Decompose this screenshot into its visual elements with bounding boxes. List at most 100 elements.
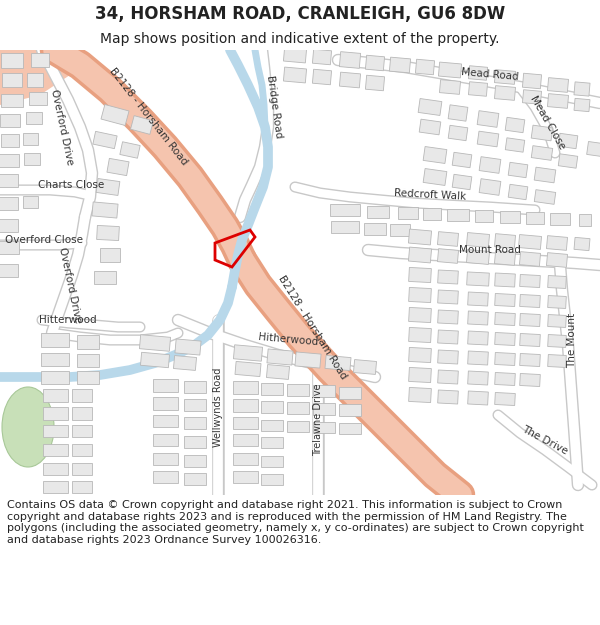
- Polygon shape: [175, 339, 201, 355]
- Bar: [339, 387, 361, 399]
- Bar: [31, 53, 49, 67]
- Polygon shape: [140, 352, 170, 367]
- Bar: [398, 207, 418, 219]
- Bar: [72, 406, 92, 419]
- Polygon shape: [479, 179, 501, 196]
- Polygon shape: [96, 179, 120, 196]
- Bar: [261, 383, 283, 395]
- Polygon shape: [520, 374, 541, 386]
- Bar: [100, 248, 120, 262]
- Polygon shape: [520, 314, 541, 326]
- Polygon shape: [505, 138, 525, 152]
- Bar: [184, 436, 206, 448]
- Bar: [261, 401, 283, 413]
- Bar: [152, 453, 178, 465]
- Bar: [0, 196, 18, 209]
- Bar: [24, 153, 40, 165]
- Text: Mead Close: Mead Close: [529, 94, 568, 151]
- Polygon shape: [437, 310, 458, 324]
- Polygon shape: [520, 334, 541, 346]
- Bar: [367, 206, 389, 218]
- Polygon shape: [139, 335, 170, 351]
- Polygon shape: [173, 356, 197, 371]
- Polygon shape: [437, 249, 458, 263]
- Polygon shape: [467, 272, 490, 286]
- Bar: [313, 421, 335, 432]
- Polygon shape: [437, 290, 458, 304]
- Polygon shape: [518, 234, 542, 249]
- Polygon shape: [283, 67, 307, 83]
- Polygon shape: [520, 294, 541, 308]
- Bar: [0, 114, 20, 126]
- Polygon shape: [547, 236, 568, 251]
- Bar: [152, 396, 178, 409]
- Bar: [184, 381, 206, 393]
- Bar: [43, 406, 67, 419]
- Polygon shape: [437, 270, 458, 284]
- Polygon shape: [523, 73, 542, 89]
- Polygon shape: [418, 99, 442, 116]
- Polygon shape: [494, 251, 515, 266]
- Bar: [1, 94, 23, 106]
- Text: Wellwynds Road: Wellwynds Road: [213, 368, 223, 447]
- Polygon shape: [448, 105, 468, 121]
- Polygon shape: [574, 82, 590, 96]
- Polygon shape: [409, 288, 431, 302]
- Polygon shape: [131, 116, 154, 134]
- Text: B2128 - Horsham Road: B2128 - Horsham Road: [107, 66, 189, 168]
- Polygon shape: [505, 118, 525, 132]
- Polygon shape: [409, 308, 431, 322]
- Bar: [500, 211, 520, 223]
- Bar: [77, 354, 99, 366]
- Bar: [184, 417, 206, 429]
- Text: Overford Drive: Overford Drive: [49, 88, 75, 166]
- Bar: [0, 174, 18, 186]
- Polygon shape: [313, 69, 332, 85]
- Polygon shape: [437, 330, 458, 344]
- Bar: [233, 399, 257, 411]
- Polygon shape: [437, 370, 458, 384]
- Polygon shape: [520, 354, 541, 366]
- Bar: [261, 456, 283, 466]
- Polygon shape: [452, 152, 472, 168]
- Bar: [0, 219, 18, 231]
- Bar: [184, 473, 206, 485]
- Polygon shape: [494, 352, 515, 366]
- Polygon shape: [548, 354, 566, 367]
- Bar: [43, 425, 67, 437]
- Polygon shape: [558, 154, 578, 168]
- Polygon shape: [531, 125, 553, 141]
- Polygon shape: [467, 292, 488, 306]
- Polygon shape: [548, 334, 566, 348]
- Polygon shape: [494, 69, 515, 84]
- Bar: [233, 471, 257, 483]
- Polygon shape: [467, 331, 488, 345]
- Bar: [1, 134, 19, 146]
- Bar: [261, 474, 283, 484]
- Bar: [0, 241, 19, 254]
- Polygon shape: [365, 55, 385, 71]
- Polygon shape: [437, 350, 458, 364]
- Polygon shape: [494, 312, 515, 326]
- Bar: [233, 381, 257, 394]
- Bar: [152, 415, 178, 427]
- Bar: [2, 73, 22, 87]
- Bar: [339, 422, 361, 434]
- Polygon shape: [548, 276, 566, 289]
- Polygon shape: [520, 274, 541, 288]
- Polygon shape: [494, 372, 515, 386]
- Bar: [23, 133, 37, 145]
- Polygon shape: [508, 184, 528, 200]
- Polygon shape: [409, 368, 431, 382]
- Bar: [233, 417, 257, 429]
- Bar: [526, 212, 544, 224]
- Polygon shape: [547, 94, 569, 108]
- Text: Charts Close: Charts Close: [38, 180, 104, 190]
- Bar: [287, 421, 309, 431]
- Bar: [72, 389, 92, 401]
- Polygon shape: [587, 141, 600, 156]
- Polygon shape: [558, 133, 578, 149]
- Text: Trelawne Drive: Trelawne Drive: [313, 384, 323, 456]
- Bar: [152, 379, 178, 391]
- Bar: [43, 444, 67, 456]
